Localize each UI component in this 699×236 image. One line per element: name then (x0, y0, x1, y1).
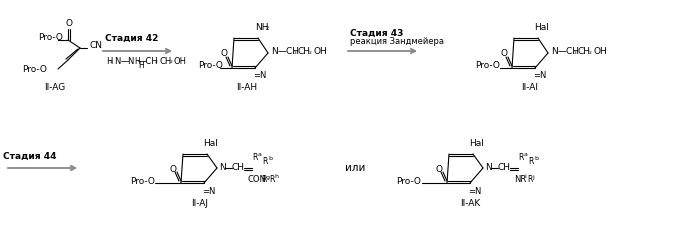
Text: Pro-O: Pro-O (396, 177, 421, 185)
Text: Pro-O: Pro-O (130, 177, 155, 185)
Text: N: N (219, 164, 226, 173)
Text: II-AI: II-AI (521, 84, 538, 93)
Text: II-AH: II-AH (236, 84, 257, 93)
Text: b: b (268, 156, 272, 160)
Text: N: N (114, 56, 120, 66)
Text: =N: =N (468, 186, 482, 195)
Text: N: N (127, 56, 134, 66)
Text: ₂: ₂ (309, 49, 312, 55)
Text: H: H (138, 62, 144, 71)
Text: ₂: ₂ (574, 49, 577, 55)
Text: Hal: Hal (534, 22, 549, 31)
Text: OH: OH (593, 47, 607, 56)
Text: =N: =N (533, 72, 547, 80)
Text: II-AJ: II-AJ (192, 199, 208, 208)
Text: =N: =N (202, 186, 215, 195)
Text: реакция Зандмейера: реакция Зандмейера (350, 38, 444, 46)
Text: R: R (518, 152, 524, 161)
Text: CH: CH (298, 47, 311, 56)
Text: j: j (532, 174, 534, 180)
Text: R: R (252, 152, 257, 161)
Text: O: O (66, 20, 73, 29)
Text: O: O (500, 50, 507, 59)
Text: Стадия 43: Стадия 43 (350, 29, 403, 38)
Text: ₂: ₂ (294, 49, 297, 55)
Text: g: g (266, 174, 270, 180)
Text: NH: NH (255, 22, 268, 31)
Text: H: H (134, 56, 140, 66)
Text: Стадия 44: Стадия 44 (3, 152, 57, 160)
Text: ₂: ₂ (266, 22, 269, 31)
Text: или: или (345, 163, 365, 173)
Text: CON: CON (248, 176, 267, 185)
Text: NR: NR (514, 176, 526, 185)
Text: ₂: ₂ (110, 58, 113, 64)
Text: R: R (527, 176, 533, 185)
Text: a: a (258, 152, 262, 156)
Text: CH: CH (159, 56, 171, 66)
Text: OH: OH (174, 56, 187, 66)
Text: O: O (220, 50, 227, 59)
Text: =N: =N (253, 72, 266, 80)
Text: —CH: —CH (278, 47, 300, 56)
Text: Pro-O: Pro-O (22, 64, 47, 73)
Text: O: O (169, 164, 177, 173)
Text: CH: CH (578, 47, 591, 56)
Text: ₂: ₂ (170, 58, 173, 64)
Text: R: R (528, 156, 533, 165)
Text: OH: OH (313, 47, 326, 56)
Text: CH: CH (232, 164, 245, 173)
Text: N: N (551, 47, 558, 56)
Text: R: R (269, 176, 275, 185)
Text: ₂: ₂ (155, 58, 158, 64)
Text: CN: CN (89, 42, 102, 51)
Text: Hal: Hal (203, 139, 218, 148)
Text: H: H (106, 56, 113, 66)
Text: Стадия 42: Стадия 42 (105, 34, 159, 42)
Text: Pro-O: Pro-O (38, 34, 63, 42)
Text: O: O (435, 164, 442, 173)
Text: II-AG: II-AG (44, 84, 66, 93)
Text: Pro-O: Pro-O (198, 62, 223, 71)
Text: N: N (271, 47, 278, 56)
Text: —CH: —CH (138, 56, 159, 66)
Text: II-AK: II-AK (460, 199, 480, 208)
Text: Pro-O: Pro-O (475, 62, 500, 71)
Text: i: i (524, 174, 526, 180)
Text: R: R (261, 176, 266, 185)
Text: ₂: ₂ (589, 49, 592, 55)
Text: a: a (524, 152, 528, 156)
Text: N: N (485, 164, 492, 173)
Text: h: h (274, 174, 278, 180)
Text: R: R (262, 156, 268, 165)
Text: Hal: Hal (469, 139, 484, 148)
Text: —CH: —CH (558, 47, 580, 56)
Text: b: b (534, 156, 538, 160)
Text: —: — (121, 58, 129, 67)
Text: CH: CH (498, 164, 511, 173)
